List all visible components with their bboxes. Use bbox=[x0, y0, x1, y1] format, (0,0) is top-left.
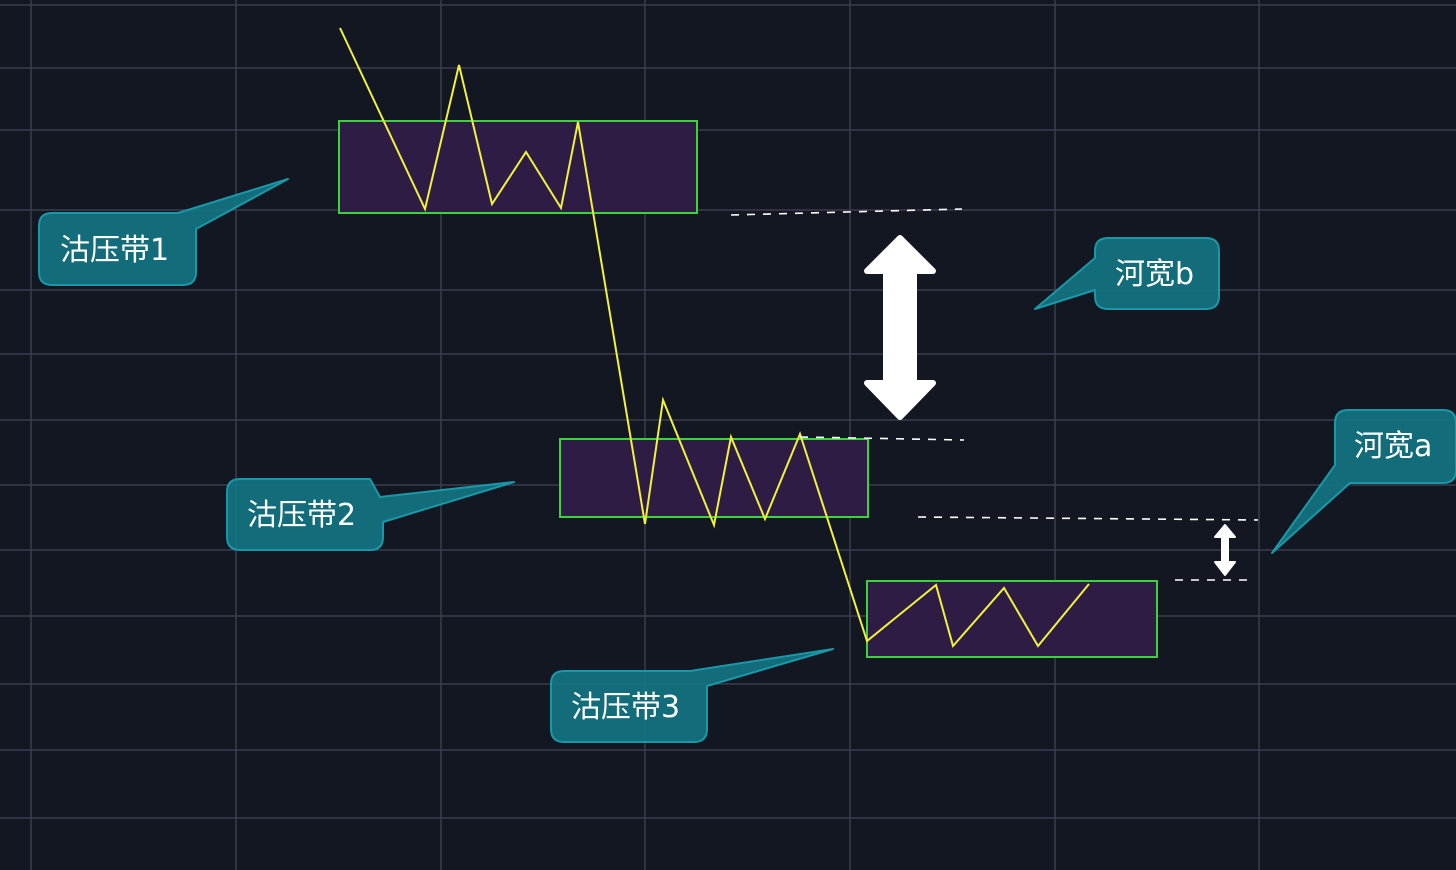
callout-zone1: 沽压带1 bbox=[38, 178, 289, 286]
callout-width-a-label: 河宽a bbox=[1354, 429, 1432, 464]
price-line bbox=[339, 27, 1090, 649]
double-arrow-vertical-icon bbox=[1214, 524, 1236, 576]
double-arrow-vertical-icon bbox=[864, 235, 936, 420]
callout-zone3: 沽压带3 bbox=[550, 648, 834, 743]
reference-lines bbox=[730, 208, 1259, 581]
pressure-zone-2 bbox=[559, 438, 869, 518]
dashed-line-zone2-top bbox=[799, 436, 965, 441]
callout-zone1-label: 沽压带1 bbox=[60, 233, 169, 268]
dashed-line-zone1-bottom bbox=[730, 208, 963, 216]
callout-zone2-label: 沽压带2 bbox=[247, 498, 356, 533]
callout-width-b-label: 河宽b bbox=[1115, 257, 1194, 292]
callout-zone2: 沽压带2 bbox=[226, 478, 515, 551]
callout-zone3-label: 沽压带3 bbox=[571, 690, 680, 725]
callout-width-a: 河宽a bbox=[1271, 409, 1456, 554]
dashed-line-zone2-bottom bbox=[917, 516, 1259, 521]
pressure-zone-1 bbox=[338, 120, 698, 214]
pressure-zone-3 bbox=[866, 580, 1158, 658]
callout-width-b: 河宽b bbox=[1034, 237, 1220, 310]
